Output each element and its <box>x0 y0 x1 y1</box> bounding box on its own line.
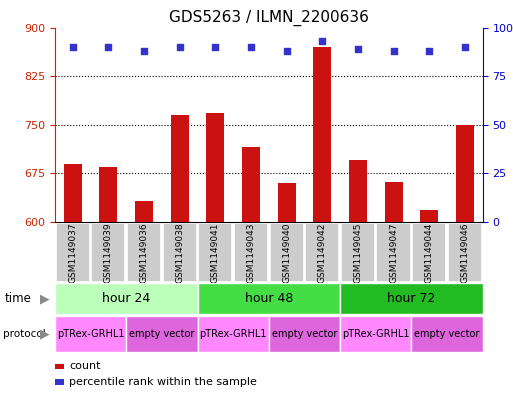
Text: GSM1149045: GSM1149045 <box>353 222 363 283</box>
Text: pTRex-GRHL1: pTRex-GRHL1 <box>342 329 409 339</box>
Text: GSM1149044: GSM1149044 <box>425 222 434 283</box>
Point <box>354 46 362 52</box>
Text: GSM1149036: GSM1149036 <box>140 222 149 283</box>
Text: GSM1149047: GSM1149047 <box>389 222 398 283</box>
Bar <box>198 316 269 352</box>
Title: GDS5263 / ILMN_2200636: GDS5263 / ILMN_2200636 <box>169 10 369 26</box>
Text: hour 72: hour 72 <box>387 292 436 305</box>
Bar <box>377 223 411 282</box>
Bar <box>127 223 161 282</box>
Text: empty vector: empty vector <box>415 329 480 339</box>
Bar <box>456 125 474 222</box>
Bar <box>313 47 331 222</box>
Text: GSM1149042: GSM1149042 <box>318 222 327 283</box>
Bar <box>135 201 153 222</box>
Text: empty vector: empty vector <box>272 329 337 339</box>
Text: ▶: ▶ <box>40 327 49 341</box>
Text: time: time <box>5 292 32 305</box>
Point <box>318 38 326 44</box>
Bar <box>242 147 260 222</box>
Bar <box>126 316 198 352</box>
Bar <box>278 183 295 222</box>
Text: protocol: protocol <box>3 329 45 339</box>
Bar <box>55 380 64 384</box>
Point <box>283 48 291 54</box>
Bar <box>100 167 117 222</box>
Bar <box>55 364 64 369</box>
Text: GSM1149043: GSM1149043 <box>246 222 255 283</box>
Bar <box>55 283 198 314</box>
Bar <box>448 223 482 282</box>
Bar <box>91 223 126 282</box>
Bar <box>269 223 304 282</box>
Bar <box>411 316 483 352</box>
Text: GSM1149038: GSM1149038 <box>175 222 184 283</box>
Bar <box>305 223 340 282</box>
Point <box>247 44 255 50</box>
Point <box>140 48 148 54</box>
Bar <box>55 316 126 352</box>
Text: GSM1149039: GSM1149039 <box>104 222 113 283</box>
Text: count: count <box>69 361 101 371</box>
Bar <box>341 223 375 282</box>
Bar <box>340 316 411 352</box>
Bar <box>55 223 90 282</box>
Bar <box>412 223 446 282</box>
Text: pTRex-GRHL1: pTRex-GRHL1 <box>200 329 267 339</box>
Text: GSM1149037: GSM1149037 <box>68 222 77 283</box>
Point <box>104 44 112 50</box>
Bar <box>234 223 268 282</box>
Text: GSM1149040: GSM1149040 <box>282 222 291 283</box>
Bar <box>198 223 232 282</box>
Point <box>175 44 184 50</box>
Text: ▶: ▶ <box>40 292 49 305</box>
Bar <box>64 163 82 222</box>
Text: pTRex-GRHL1: pTRex-GRHL1 <box>57 329 124 339</box>
Bar <box>349 160 367 222</box>
Point <box>425 48 433 54</box>
Point <box>211 44 220 50</box>
Bar <box>420 210 438 222</box>
Bar <box>171 115 189 222</box>
Bar <box>269 316 340 352</box>
Bar <box>206 113 224 222</box>
Text: percentile rank within the sample: percentile rank within the sample <box>69 377 257 387</box>
Bar <box>340 283 483 314</box>
Point <box>461 44 469 50</box>
Text: hour 48: hour 48 <box>245 292 293 305</box>
Bar <box>198 283 340 314</box>
Text: empty vector: empty vector <box>129 329 194 339</box>
Point <box>389 48 398 54</box>
Bar <box>163 223 197 282</box>
Point <box>69 44 77 50</box>
Bar <box>385 182 403 222</box>
Text: GSM1149046: GSM1149046 <box>460 222 469 283</box>
Text: hour 24: hour 24 <box>102 292 150 305</box>
Text: GSM1149041: GSM1149041 <box>211 222 220 283</box>
